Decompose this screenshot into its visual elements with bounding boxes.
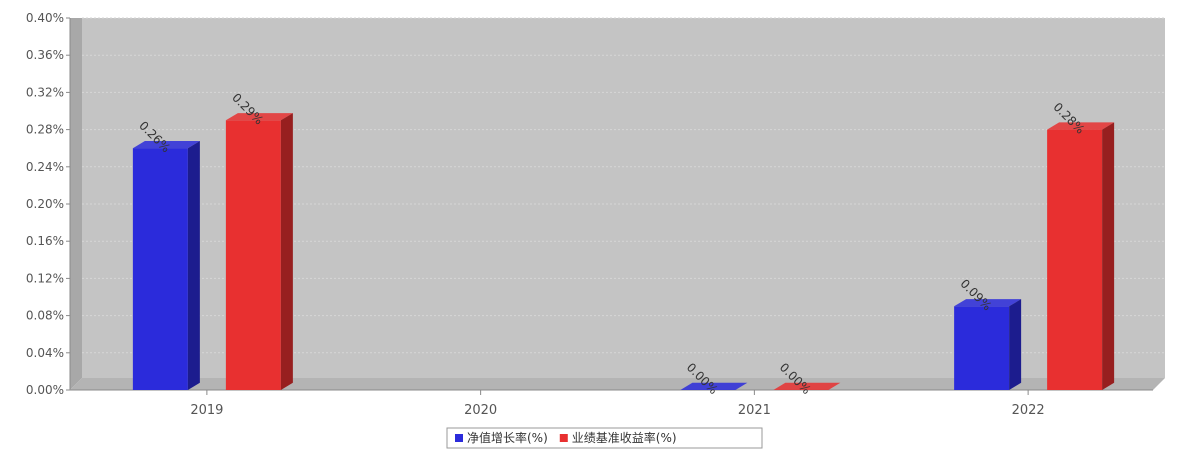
legend-label: 净值增长率(%)	[467, 430, 548, 445]
x-tick-label: 2020	[464, 403, 497, 418]
bar	[954, 299, 1022, 390]
bar-side	[1009, 299, 1022, 390]
y-tick-label: 0.28%	[26, 123, 64, 137]
bar-top	[1047, 122, 1115, 130]
bar-front	[132, 148, 188, 390]
y-tick-label: 0.24%	[26, 160, 64, 174]
x-tick-label: 2021	[738, 403, 771, 418]
plot-floor	[70, 378, 1165, 390]
x-tick-label: 2022	[1012, 403, 1045, 418]
y-axis: 0.00% 0.04% 0.08% 0.12% 0.16% 0.20% 0.24% 0.28%…	[26, 11, 70, 397]
y-tick-label: 0.12%	[26, 271, 64, 285]
bar-top	[132, 141, 200, 149]
bar	[1047, 122, 1115, 391]
bar	[773, 382, 841, 390]
bars	[132, 113, 1115, 391]
legend-box	[446, 427, 763, 449]
bar	[225, 113, 293, 391]
y-tick-label: 0.20%	[26, 197, 64, 211]
x-tick-label: 2019	[190, 403, 223, 418]
bar-side	[1102, 122, 1115, 391]
bar-top	[773, 382, 841, 390]
bar-front	[225, 120, 281, 391]
bar-top	[225, 113, 293, 121]
bar-side	[280, 113, 293, 390]
y-tick-label: 0.00%	[26, 383, 64, 397]
bar-front	[954, 306, 1010, 390]
bar	[680, 382, 748, 390]
plot-left-wall	[70, 18, 82, 390]
bar-top	[954, 299, 1022, 307]
legend-swatch	[559, 434, 568, 442]
y-tick-label: 0.16%	[26, 234, 64, 248]
legend-label: 业绩基准收益率(%)	[572, 430, 677, 445]
y-tick-label: 0.04%	[26, 346, 64, 360]
bar-side	[187, 141, 200, 390]
bar-top	[680, 382, 748, 390]
bar-front	[1047, 129, 1103, 390]
y-tick-label: 0.36%	[26, 48, 64, 62]
legend-swatch	[455, 434, 463, 442]
legend: 净值增长率(%) 业绩基准收益率(%)	[446, 427, 763, 449]
y-tick-label: 0.40%	[26, 11, 64, 25]
y-tick-label: 0.32%	[26, 85, 64, 99]
bar	[132, 141, 200, 390]
y-tick-label: 0.08%	[26, 309, 64, 323]
x-axis: 2019 2020 2021 2022	[190, 390, 1045, 418]
